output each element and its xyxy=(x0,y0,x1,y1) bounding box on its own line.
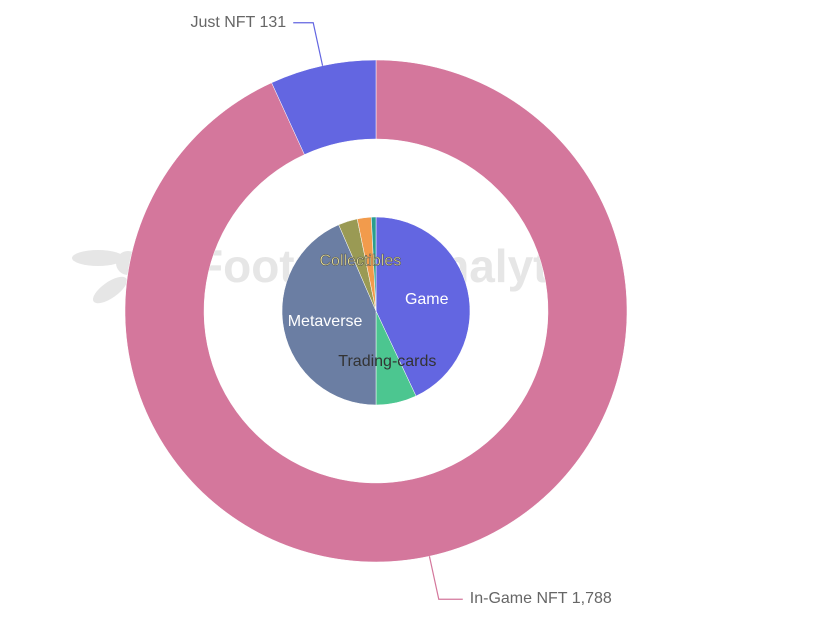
slice-name: Just NFT xyxy=(190,14,255,31)
slice-label: Metaverse xyxy=(288,313,363,330)
slice xyxy=(124,59,628,563)
slice-name: In-Game NFT xyxy=(470,590,568,607)
slice-value: 1,788 xyxy=(572,590,612,607)
slice xyxy=(375,216,471,397)
slice-label: Just NFT 131 xyxy=(190,14,286,31)
slice-label: In-Game NFT 1,788 xyxy=(470,590,612,607)
slice-label: Game xyxy=(405,291,449,308)
slice-value: 131 xyxy=(260,14,287,31)
slice xyxy=(371,216,377,312)
leader-line xyxy=(293,22,324,66)
slice-label: Collectibles xyxy=(319,253,401,270)
plots: In-Game NFT 1,788 Just NFT 131 Game Trading… xyxy=(124,14,628,607)
slice xyxy=(281,224,377,406)
slice xyxy=(271,59,377,155)
slice-label: Trading-cards xyxy=(338,353,436,370)
leader-line xyxy=(428,556,463,600)
